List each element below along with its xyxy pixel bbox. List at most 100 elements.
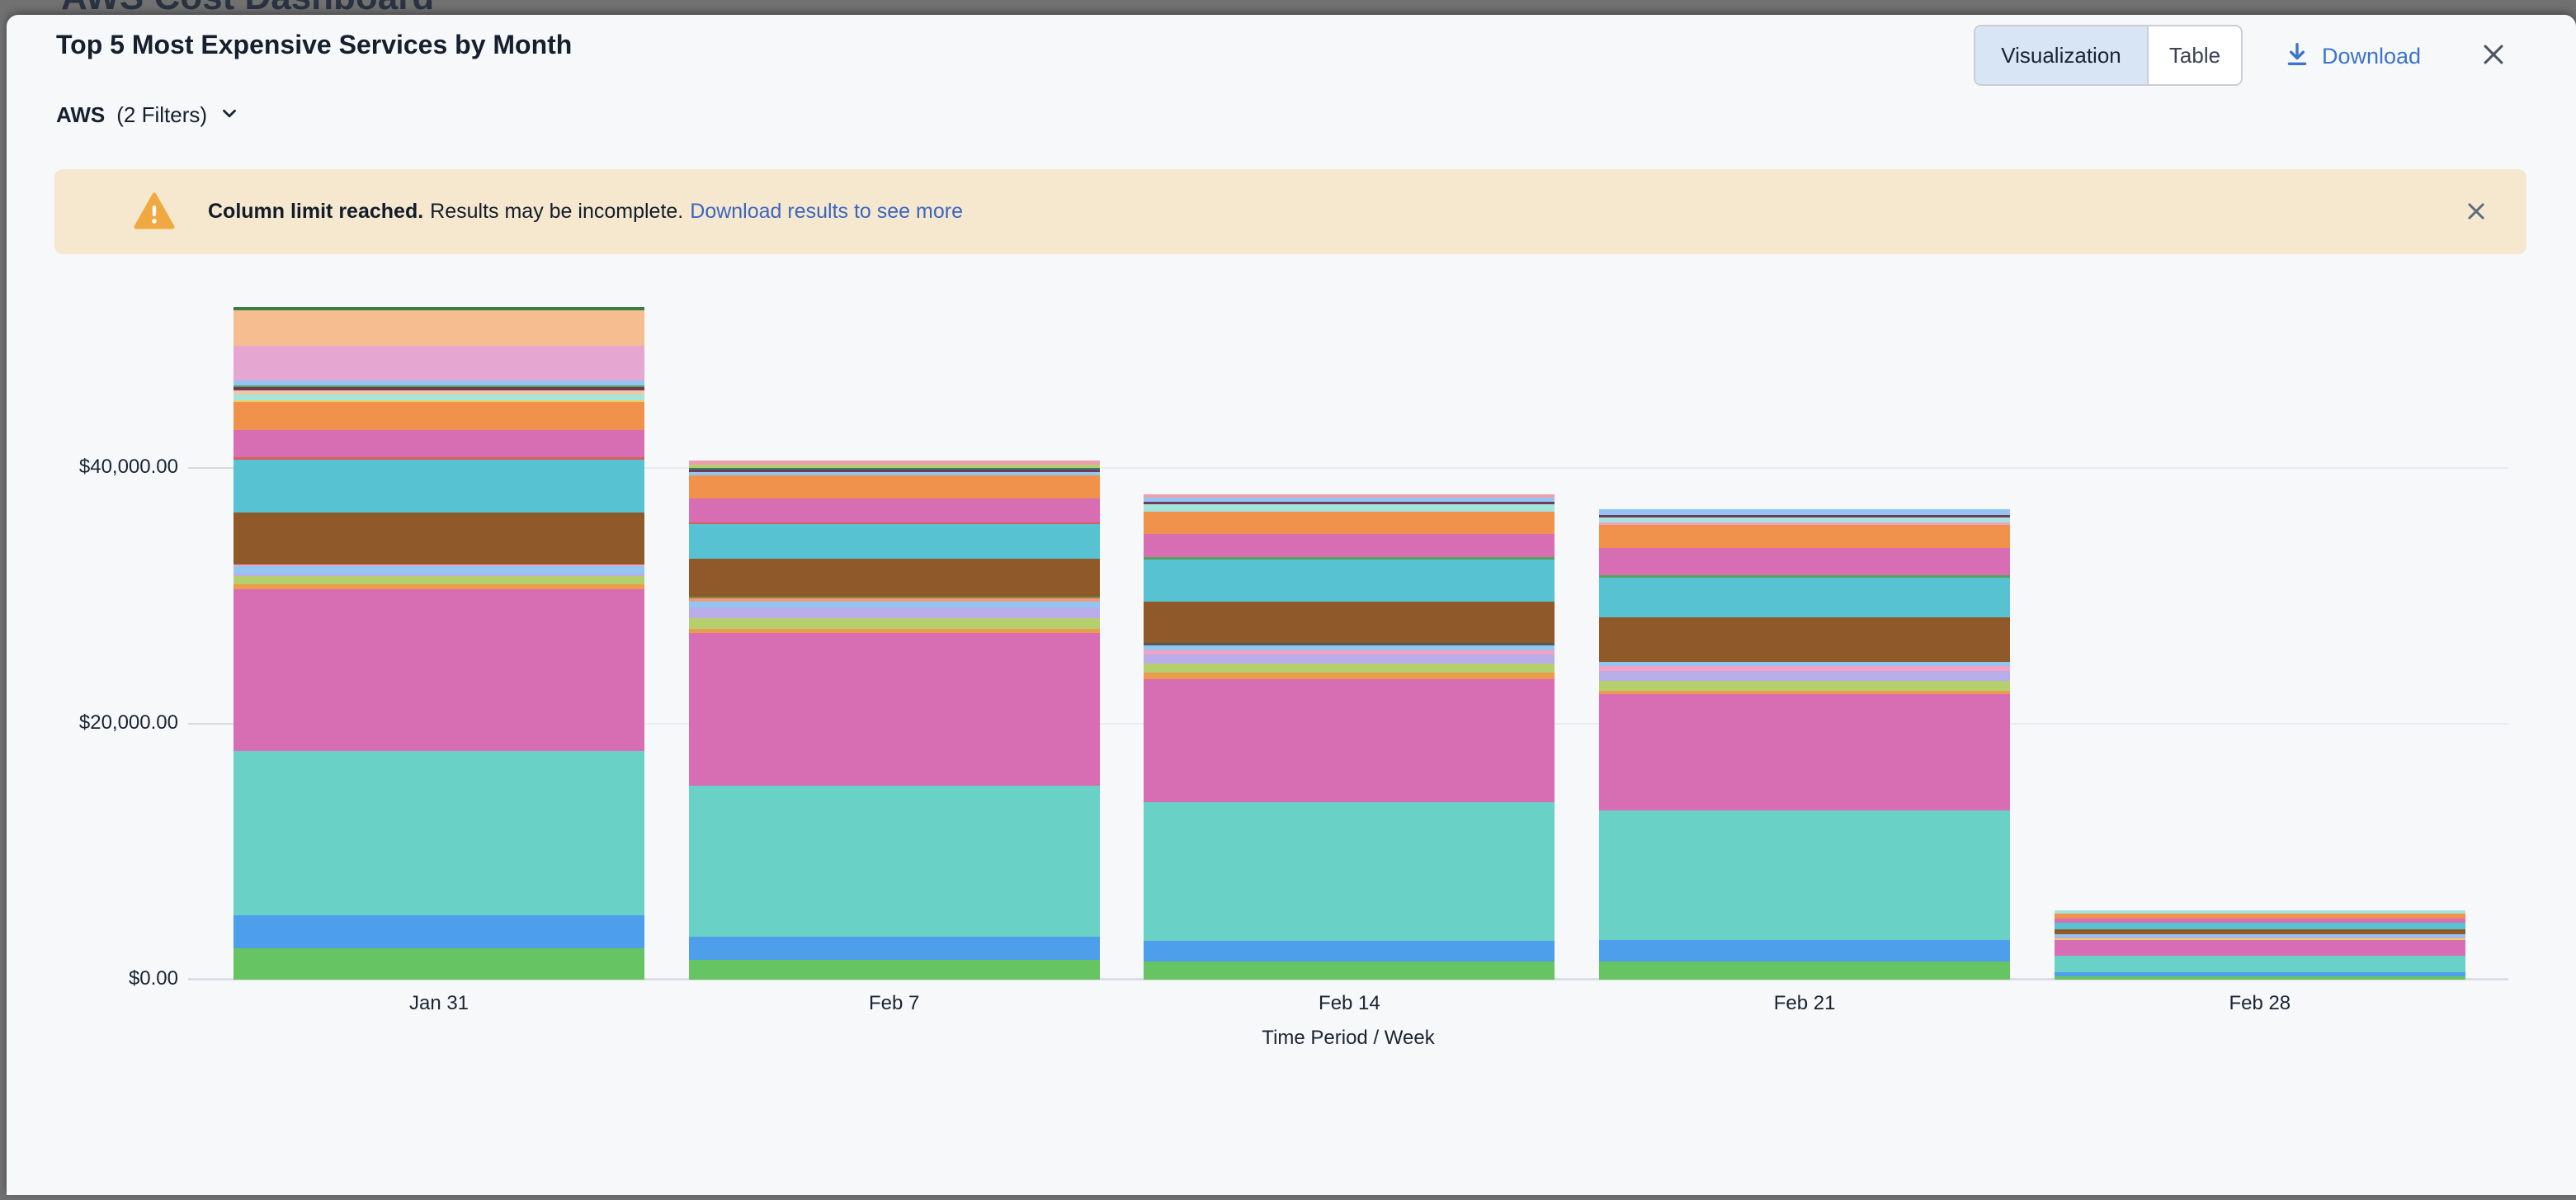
bar-segment[interactable]: [2054, 972, 2465, 976]
bar-segment[interactable]: [1599, 690, 2011, 694]
bar-segment[interactable]: [1599, 665, 2011, 671]
bar-segment[interactable]: [1599, 524, 2011, 548]
bar-segment[interactable]: [1144, 678, 1555, 802]
bar-feb-14[interactable]: [1144, 494, 1555, 980]
bar-segment[interactable]: [688, 633, 1100, 787]
bar-segment[interactable]: [2054, 918, 2465, 923]
tab-visualization[interactable]: Visualization: [1975, 26, 2147, 84]
bar-segment[interactable]: [1599, 514, 2011, 517]
bar-segment[interactable]: [688, 959, 1100, 980]
bar-segment[interactable]: [688, 602, 1100, 608]
tab-table[interactable]: Table: [2147, 26, 2241, 84]
bar-segment[interactable]: [1599, 661, 2011, 666]
bar-feb-21[interactable]: [1599, 508, 2011, 980]
bar-segment[interactable]: [688, 468, 1100, 470]
bar-segment[interactable]: [234, 915, 644, 949]
bar-segment[interactable]: [2054, 956, 2465, 973]
bar-segment[interactable]: [234, 310, 644, 346]
bar-segment[interactable]: [2054, 922, 2465, 929]
bar-segment[interactable]: [234, 565, 644, 567]
close-panel-button[interactable]: [2475, 36, 2512, 73]
bar-segment[interactable]: [1599, 670, 2011, 681]
bar-feb-7[interactable]: [688, 461, 1100, 980]
bar-segment[interactable]: [688, 559, 1100, 598]
bar-segment[interactable]: [234, 574, 644, 577]
bar-segment[interactable]: [1599, 617, 2011, 662]
bar-segment[interactable]: [234, 566, 644, 574]
bar-segment[interactable]: [688, 524, 1100, 560]
bar-segment[interactable]: [2054, 909, 2465, 914]
bar-segment[interactable]: [2054, 940, 2465, 957]
bar-segment[interactable]: [234, 385, 644, 388]
bar-segment[interactable]: [1599, 961, 2011, 980]
bar-segment[interactable]: [1144, 961, 1555, 980]
bar-segment[interactable]: [1144, 650, 1555, 654]
bar-segment[interactable]: [1144, 801, 1555, 941]
bar-segment[interactable]: [688, 465, 1100, 469]
bar-segment[interactable]: [1144, 602, 1555, 644]
bar-segment[interactable]: [688, 629, 1100, 634]
bar-segment[interactable]: [1599, 547, 2011, 575]
bar-segment[interactable]: [234, 460, 644, 513]
bar-segment[interactable]: [2054, 914, 2465, 919]
bar-segment[interactable]: [1144, 502, 1555, 505]
bar-segment[interactable]: [234, 430, 644, 458]
filter-dropdown[interactable]: AWS (2 Filters): [56, 102, 240, 128]
bar-feb-28[interactable]: [2054, 909, 2465, 980]
bar-segment[interactable]: [2054, 938, 2465, 941]
bar-segment[interactable]: [234, 948, 644, 980]
bar-segment[interactable]: [1144, 498, 1555, 503]
bar-segment[interactable]: [1599, 522, 2011, 525]
bar-segment[interactable]: [688, 618, 1100, 630]
bar-segment[interactable]: [1599, 693, 2011, 810]
bar-segment[interactable]: [234, 576, 644, 584]
bar-segment[interactable]: [234, 345, 644, 380]
dismiss-warning-button[interactable]: [2462, 197, 2490, 225]
bar-segment[interactable]: [1599, 939, 2011, 961]
bar-segment[interactable]: [1599, 810, 2011, 940]
bar-segment[interactable]: [1144, 643, 1555, 646]
bar-segment[interactable]: [234, 307, 644, 311]
bar-segment[interactable]: [688, 607, 1100, 619]
bar-segment[interactable]: [234, 387, 644, 391]
bar-segment[interactable]: [1599, 577, 2011, 617]
bar-segment[interactable]: [688, 598, 1100, 602]
bar-segment[interactable]: [1144, 557, 1555, 560]
bar-segment[interactable]: [234, 394, 644, 400]
bar-segment[interactable]: [234, 584, 644, 590]
bar-segment[interactable]: [1144, 940, 1555, 961]
bar-segment[interactable]: [2054, 976, 2465, 980]
bar-segment[interactable]: [2054, 937, 2465, 939]
bar-segment[interactable]: [1599, 517, 2011, 522]
bar-segment[interactable]: [1144, 654, 1555, 664]
bar-segment[interactable]: [234, 390, 644, 395]
bar-segment[interactable]: [688, 937, 1100, 960]
bar-segment[interactable]: [234, 589, 644, 752]
bar-segment[interactable]: [688, 470, 1100, 473]
bar-segment[interactable]: [2054, 934, 2465, 938]
bar-segment[interactable]: [688, 461, 1100, 465]
bar-segment[interactable]: [1144, 504, 1555, 513]
bar-segment[interactable]: [688, 786, 1100, 937]
bar-segment[interactable]: [688, 522, 1100, 525]
bar-segment[interactable]: [1144, 672, 1555, 679]
bar-segment[interactable]: [234, 457, 644, 461]
bar-segment[interactable]: [688, 475, 1100, 499]
bar-segment[interactable]: [234, 399, 644, 402]
download-button[interactable]: Download: [2282, 30, 2421, 83]
bar-segment[interactable]: [1599, 574, 2011, 578]
bar-segment[interactable]: [234, 751, 644, 916]
bar-segment[interactable]: [1599, 508, 2011, 515]
bar-segment[interactable]: [1144, 645, 1555, 650]
bar-segment[interactable]: [234, 401, 644, 431]
bar-jan-31[interactable]: [234, 307, 644, 980]
bar-segment[interactable]: [234, 380, 644, 386]
bar-segment[interactable]: [688, 597, 1100, 599]
bar-segment[interactable]: [234, 513, 644, 565]
bar-segment[interactable]: [1144, 534, 1555, 558]
bar-segment[interactable]: [1144, 512, 1555, 535]
bar-segment[interactable]: [1144, 494, 1555, 498]
bar-segment[interactable]: [1144, 663, 1555, 673]
bar-segment[interactable]: [1599, 680, 2011, 691]
bar-segment[interactable]: [688, 472, 1100, 476]
